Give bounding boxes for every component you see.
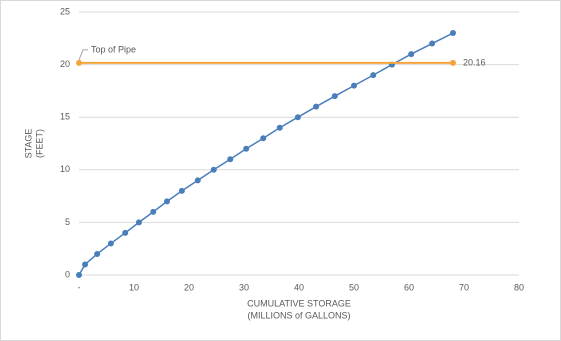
x-tick-label: 40 bbox=[294, 282, 304, 292]
data-point bbox=[313, 103, 320, 110]
data-point bbox=[243, 145, 250, 152]
data-point bbox=[450, 30, 456, 37]
data-point bbox=[107, 240, 114, 247]
data-point bbox=[164, 198, 170, 205]
annotation-leader bbox=[78, 49, 88, 61]
x-tick-label: 50 bbox=[349, 282, 359, 292]
data-point bbox=[82, 261, 89, 268]
data-point bbox=[429, 40, 436, 47]
data-point bbox=[351, 82, 357, 89]
x-axis-title: CUMULATIVE STORAGE bbox=[247, 298, 351, 308]
data-point bbox=[294, 114, 301, 121]
data-point bbox=[76, 59, 82, 66]
data-point bbox=[450, 59, 456, 66]
y-tick-label: 10 bbox=[60, 164, 70, 174]
x-tick-label: 30 bbox=[239, 282, 249, 292]
x-tick-label: 70 bbox=[459, 282, 469, 292]
y-tick-label: 15 bbox=[60, 112, 70, 122]
data-point bbox=[76, 272, 82, 278]
annotation: Top of Pipe bbox=[91, 44, 136, 54]
x-tick-label: 10 bbox=[129, 282, 139, 292]
y-tick-label: 5 bbox=[65, 217, 70, 227]
data-point bbox=[331, 93, 338, 100]
y-axis-title: (FEET) bbox=[34, 129, 44, 158]
data-point bbox=[94, 250, 101, 257]
data-label: 20.16 bbox=[463, 57, 486, 67]
data-point bbox=[150, 208, 157, 215]
x-tick-label: 80 bbox=[514, 282, 524, 292]
data-point bbox=[122, 229, 129, 236]
data-point bbox=[227, 156, 234, 163]
data-point bbox=[276, 124, 283, 131]
x-tick-label: 20 bbox=[184, 282, 194, 292]
y-tick-label: 20 bbox=[60, 59, 70, 69]
data-point bbox=[178, 187, 185, 194]
data-point bbox=[408, 51, 415, 58]
x-axis-title: (MILLIONS of GALLONS) bbox=[247, 310, 350, 320]
data-point bbox=[210, 166, 217, 173]
y-tick-label: 0 bbox=[65, 269, 70, 279]
y-tick-label: 25 bbox=[60, 6, 70, 16]
data-point bbox=[135, 219, 142, 226]
x-tick-label: 60 bbox=[404, 282, 414, 292]
data-point bbox=[194, 177, 201, 184]
y-axis-title: STAGE bbox=[23, 129, 33, 159]
data-point bbox=[260, 135, 267, 142]
data-point bbox=[370, 72, 377, 79]
x-tick-label: - bbox=[78, 282, 81, 292]
